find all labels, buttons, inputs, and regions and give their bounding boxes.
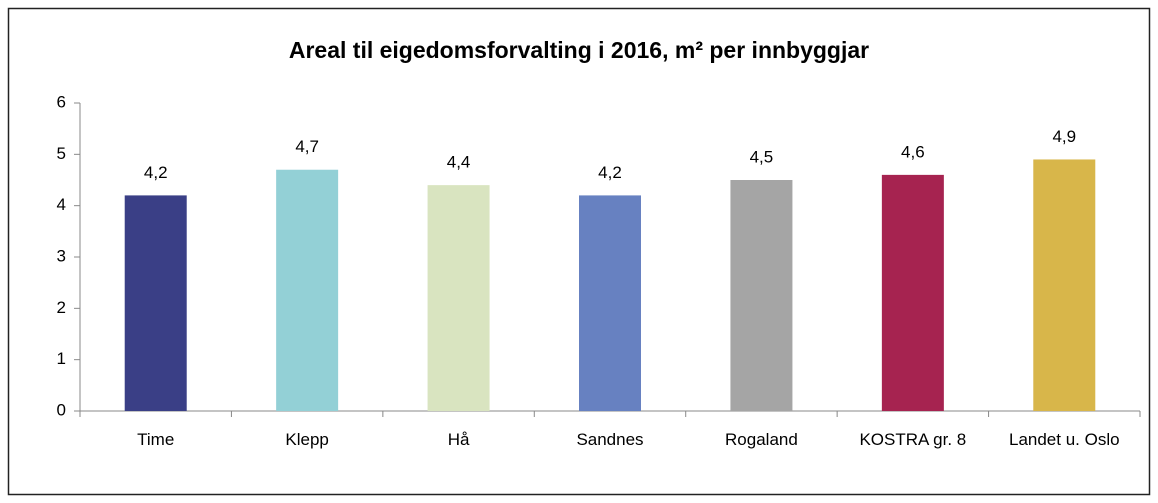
x-tick-label: Time (137, 430, 175, 449)
bar (124, 195, 187, 411)
x-tick-label: Sandnes (576, 430, 644, 449)
data-label: 4,6 (901, 142, 925, 161)
chart-title: Areal til eigedomsforvalting i 2016, m² … (289, 37, 869, 63)
bar (730, 180, 793, 411)
y-tick-label: 3 (57, 246, 66, 265)
bar (276, 169, 339, 411)
data-label: 4,2 (144, 163, 168, 182)
bar (579, 195, 641, 411)
data-label: 4,9 (1052, 127, 1076, 146)
y-tick-label: 6 (57, 92, 66, 111)
data-label: 4,4 (447, 153, 471, 172)
y-tick-label: 0 (57, 400, 66, 419)
x-tick-label: Klepp (285, 430, 329, 449)
y-tick-label: 4 (57, 195, 66, 214)
y-tick-label: 5 (57, 144, 66, 163)
bar (1033, 159, 1096, 411)
y-tick-label: 1 (57, 349, 66, 368)
x-tick-label: KOSTRA gr. 8 (859, 430, 967, 449)
bar (881, 174, 944, 411)
y-tick-label: 2 (57, 298, 66, 317)
data-label: 4,7 (295, 137, 319, 156)
x-tick-label: Landet u. Oslo (1008, 430, 1120, 449)
bar (427, 185, 490, 411)
x-tick-label: Rogaland (725, 430, 798, 449)
x-tick-label: Hå (447, 430, 470, 449)
data-label: 4,5 (750, 147, 774, 166)
data-label: 4,2 (598, 163, 622, 182)
